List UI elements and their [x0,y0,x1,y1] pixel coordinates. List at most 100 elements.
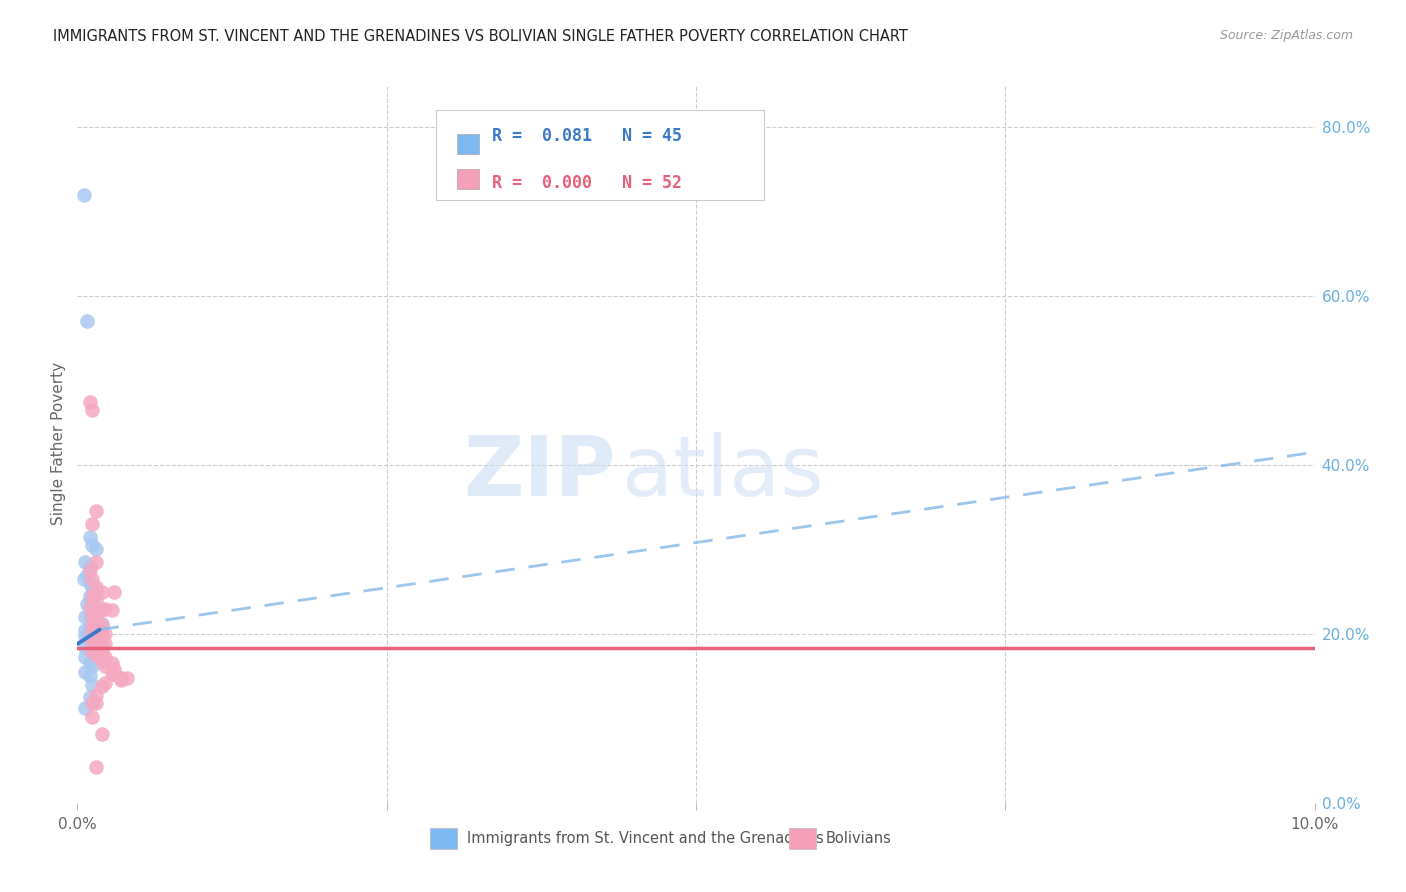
Point [91,584,114,599]
Point [82,606,104,620]
Point [79,599,101,614]
Point [82,581,104,595]
Point [82,572,104,586]
Point [115,671,138,685]
Point [82,403,104,417]
Point [82,614,104,628]
Point [72,187,94,202]
Point [93,659,115,673]
Point [91,628,114,642]
Point [91,726,114,740]
Point [84,618,107,632]
Point [76,314,98,328]
Point [84,581,107,595]
Point [82,644,104,658]
Point [73,650,96,665]
Point [91,679,114,693]
Point [82,644,104,658]
Point [82,696,104,710]
Point [79,620,101,634]
Point [84,542,107,557]
Point [82,593,104,607]
Point [91,616,114,631]
Point [84,584,107,599]
Point [79,642,101,657]
Point [73,623,96,637]
Point [103,584,125,599]
Point [84,603,107,617]
Point [91,640,114,654]
Point [103,662,125,676]
FancyBboxPatch shape [789,828,815,849]
Text: R =  0.000   N = 52: R = 0.000 N = 52 [492,174,682,192]
Text: ZIP: ZIP [463,432,616,513]
Point [110,671,132,685]
FancyBboxPatch shape [457,135,479,153]
Point [79,564,101,578]
Point [84,696,107,710]
Point [82,659,104,673]
Point [79,530,101,544]
Point [93,676,115,690]
Point [101,667,124,681]
Point [82,538,104,552]
Point [93,627,115,641]
Point [84,648,107,662]
Point [103,667,125,681]
Point [73,610,96,624]
Point [84,688,107,702]
Point [79,394,101,409]
FancyBboxPatch shape [457,169,479,189]
Point [82,677,104,691]
Text: Source: ZipAtlas.com: Source: ZipAtlas.com [1219,29,1353,42]
Point [91,618,114,632]
Point [93,637,115,651]
Point [79,657,101,671]
Point [110,671,132,685]
Point [79,690,101,705]
Point [79,627,101,641]
Text: atlas: atlas [621,432,824,513]
Point [72,572,94,586]
Point [91,654,114,668]
Text: Bolivians: Bolivians [825,831,891,847]
Point [82,633,104,648]
Point [84,504,107,518]
Point [84,627,107,641]
Point [82,631,104,645]
Point [73,640,96,654]
Point [82,516,104,531]
FancyBboxPatch shape [430,828,457,849]
Point [76,597,98,611]
Point [79,589,101,603]
Point [79,601,101,615]
Point [73,629,96,643]
Point [82,625,104,640]
Point [84,593,107,607]
Text: IMMIGRANTS FROM ST. VINCENT AND THE GRENADINES VS BOLIVIAN SINGLE FATHER POVERTY: IMMIGRANTS FROM ST. VINCENT AND THE GREN… [53,29,908,44]
Point [73,701,96,715]
Point [79,635,101,649]
Point [79,559,101,574]
Point [82,608,104,623]
Point [91,645,114,659]
Point [79,608,101,623]
Point [76,567,98,582]
Point [73,665,96,679]
Point [93,601,115,615]
Text: R =  0.081   N = 45: R = 0.081 N = 45 [492,128,682,145]
FancyBboxPatch shape [436,110,763,200]
Point [84,633,107,648]
Point [84,555,107,569]
Point [91,603,114,617]
Point [79,628,101,642]
Point [84,642,107,657]
Point [82,589,104,603]
Point [101,657,124,671]
Point [79,576,101,591]
Point [93,650,115,665]
Point [110,673,132,688]
Point [79,669,101,683]
Point [73,555,96,569]
Point [82,616,104,631]
